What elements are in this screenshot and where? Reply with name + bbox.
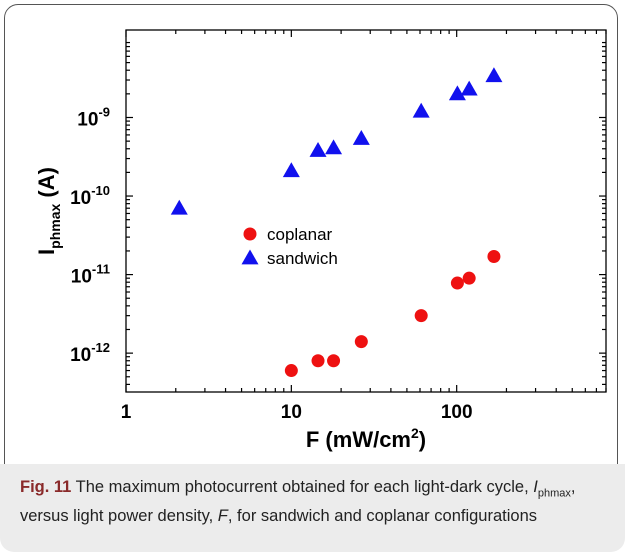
legend: coplanar sandwich [241,225,338,268]
y-axis-label-end: (A) [34,167,59,204]
y-tick-label: 10-12 [70,340,110,366]
sandwich-point [170,199,188,215]
legend-label-sandwich: sandwich [267,249,338,268]
x-axis-label-sup: 2 [411,425,419,441]
x-tick-label: 10 [281,402,302,423]
coplanar-point [284,364,298,378]
plot-area [125,29,607,393]
y-tick-label: 10-9 [77,104,110,130]
coplanar-point [327,354,341,368]
scatter-plot: 1 10 100 10-12 10-11 10-10 10-9 coplanar sandw… [34,29,607,452]
coplanar-point [450,276,464,290]
y-axis-label: Iphmax (A) [34,167,63,255]
coplanar-point [487,249,501,263]
x-tick-label: 1 [121,402,132,423]
x-axis-label: F (mW/cm2) [306,425,426,452]
coplanar-point [354,335,368,349]
y-axis-label-sub: phmax [47,203,63,248]
caption-text-3: , for sandwich and coplanar configuratio… [227,507,537,526]
sandwich-point [325,139,343,155]
y-axis-label-main: I [34,249,59,255]
sandwich-point [282,162,300,178]
x-axis-label-end: ) [419,427,426,452]
caption-box [0,464,625,552]
data-markers [170,67,503,378]
y-axis-ticks: 10-12 10-11 10-10 10-9 [70,41,606,385]
sandwich-point [352,130,370,145]
caption-i-sub: phmax [537,487,571,500]
y-tick-label: 10-11 [71,262,110,288]
sandwich-point [485,67,503,83]
x-tick-label: 100 [441,402,473,423]
sandwich-point [412,102,430,118]
caption-f-symbol: F [217,507,228,526]
sandwich-point [309,142,327,157]
sandwich-point [448,85,466,101]
legend-label-coplanar: coplanar [267,225,333,244]
legend-marker-sandwich [241,249,259,265]
caption-label: Fig. 11 [20,478,72,496]
coplanar-point [414,309,428,323]
y-tick-label: 10-10 [70,183,110,209]
x-axis-label-main: F (mW/cm [306,427,411,452]
caption-i-symbol: I [533,478,538,496]
legend-marker-coplanar [243,227,257,241]
coplanar-point [311,354,325,368]
coplanar-point [462,271,476,285]
x-axis-ticks: 1 10 100 [121,30,607,423]
figure-caption: Fig. 11 The maximum photocurrent obtaine… [20,476,610,528]
sandwich-point [460,80,478,96]
caption-text-2: , versus light power density, [20,478,576,526]
figure-frame [4,4,618,549]
caption-text-1: The maximum photocurrent obtained for ea… [71,478,534,496]
